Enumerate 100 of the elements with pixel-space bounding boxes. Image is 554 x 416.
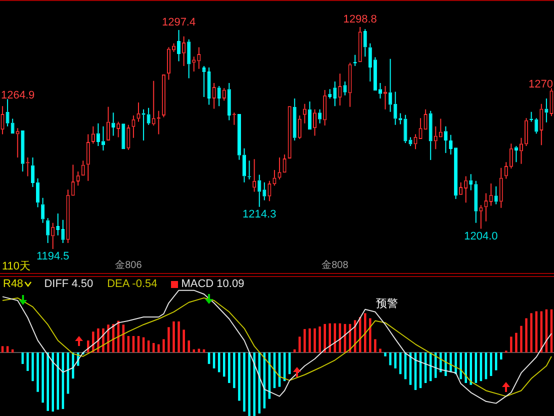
bar [243, 352, 246, 412]
candlestick [394, 91, 398, 126]
bar [258, 352, 261, 414]
candlestick [66, 189, 70, 244]
candlestick [343, 80, 347, 96]
candlestick [378, 82, 382, 100]
bar [32, 352, 34, 382]
bar [248, 352, 250, 416]
candlestick [499, 167, 503, 208]
bar [434, 352, 437, 378]
candlestick [544, 98, 548, 123]
bar [525, 318, 528, 353]
bar [369, 318, 372, 353]
bar [464, 352, 467, 383]
text: R48 [3, 278, 24, 290]
candlestick [56, 212, 60, 236]
bar [42, 352, 44, 403]
candlestick [10, 118, 14, 134]
bar [379, 348, 382, 353]
candlestick [454, 148, 458, 200]
bar [1, 346, 4, 353]
candlestick [313, 108, 317, 136]
candlestick [91, 126, 95, 144]
bar [26, 352, 29, 371]
bar [500, 352, 502, 360]
candlestick [318, 108, 322, 124]
bar [394, 352, 396, 368]
candlestick [509, 143, 513, 170]
candlestick [323, 90, 327, 126]
candlestick [51, 222, 55, 250]
candlestick [489, 182, 493, 206]
candlestick [41, 197, 45, 224]
candlestick [61, 219, 65, 244]
candlestick [71, 164, 75, 196]
candlestick [414, 134, 418, 150]
candlestick [76, 171, 80, 186]
bar [222, 352, 226, 377]
bar [102, 328, 104, 353]
candlestick [112, 112, 116, 136]
candlestick [302, 103, 306, 124]
bar [364, 313, 366, 353]
bar [117, 320, 120, 353]
candlestick [278, 156, 282, 180]
bar [178, 321, 180, 353]
candlestick [227, 82, 231, 121]
candlestick [136, 102, 140, 122]
candlestick [484, 192, 488, 222]
bar [253, 352, 256, 416]
bar [198, 348, 200, 353]
text: DIFF 4.50 [44, 278, 94, 290]
candlestick [172, 42, 176, 52]
candlestick [182, 36, 186, 66]
annotation: 1297.4 [162, 16, 196, 29]
candlestick [166, 46, 170, 80]
candlestick [242, 148, 246, 183]
bar [46, 352, 49, 411]
bar [228, 352, 230, 383]
bar [318, 326, 321, 353]
bar [444, 352, 447, 376]
candlestick [504, 162, 508, 180]
bar [172, 321, 175, 353]
candlestick [288, 106, 292, 159]
bar [293, 349, 296, 353]
candlestick [81, 160, 85, 176]
bar [515, 332, 518, 353]
bar [460, 352, 462, 380]
x-tick-label: 金806 [115, 258, 142, 271]
bar [168, 327, 170, 353]
bar [188, 340, 190, 353]
candlestick [520, 137, 524, 164]
candlestick [152, 80, 156, 126]
annotation: 1298.8 [343, 14, 377, 26]
candlestick [36, 178, 40, 208]
candlestick [308, 100, 312, 130]
bar [308, 328, 311, 353]
annotation: 1204.0 [464, 230, 498, 242]
candlestick [348, 62, 352, 108]
annotation: 1270 [528, 78, 553, 91]
bar [182, 330, 185, 353]
candlestick [268, 180, 272, 202]
candlestick [116, 121, 120, 138]
candlestick [96, 122, 100, 146]
bar [314, 328, 316, 353]
bar [374, 339, 376, 353]
candlestick [368, 42, 372, 82]
bar [384, 352, 386, 356]
candlestick [434, 126, 438, 150]
candlestick [373, 56, 377, 91]
candlestick [292, 98, 296, 141]
candlestick [479, 204, 483, 230]
candlestick [448, 134, 453, 155]
candlestick [177, 29, 181, 62]
candlestick [132, 115, 136, 138]
candlestick [16, 128, 20, 158]
candlestick [106, 106, 110, 140]
candlestick [384, 85, 388, 110]
candlestick [282, 154, 286, 173]
candlestick [207, 66, 211, 106]
bar [6, 346, 9, 353]
bar [36, 352, 39, 392]
